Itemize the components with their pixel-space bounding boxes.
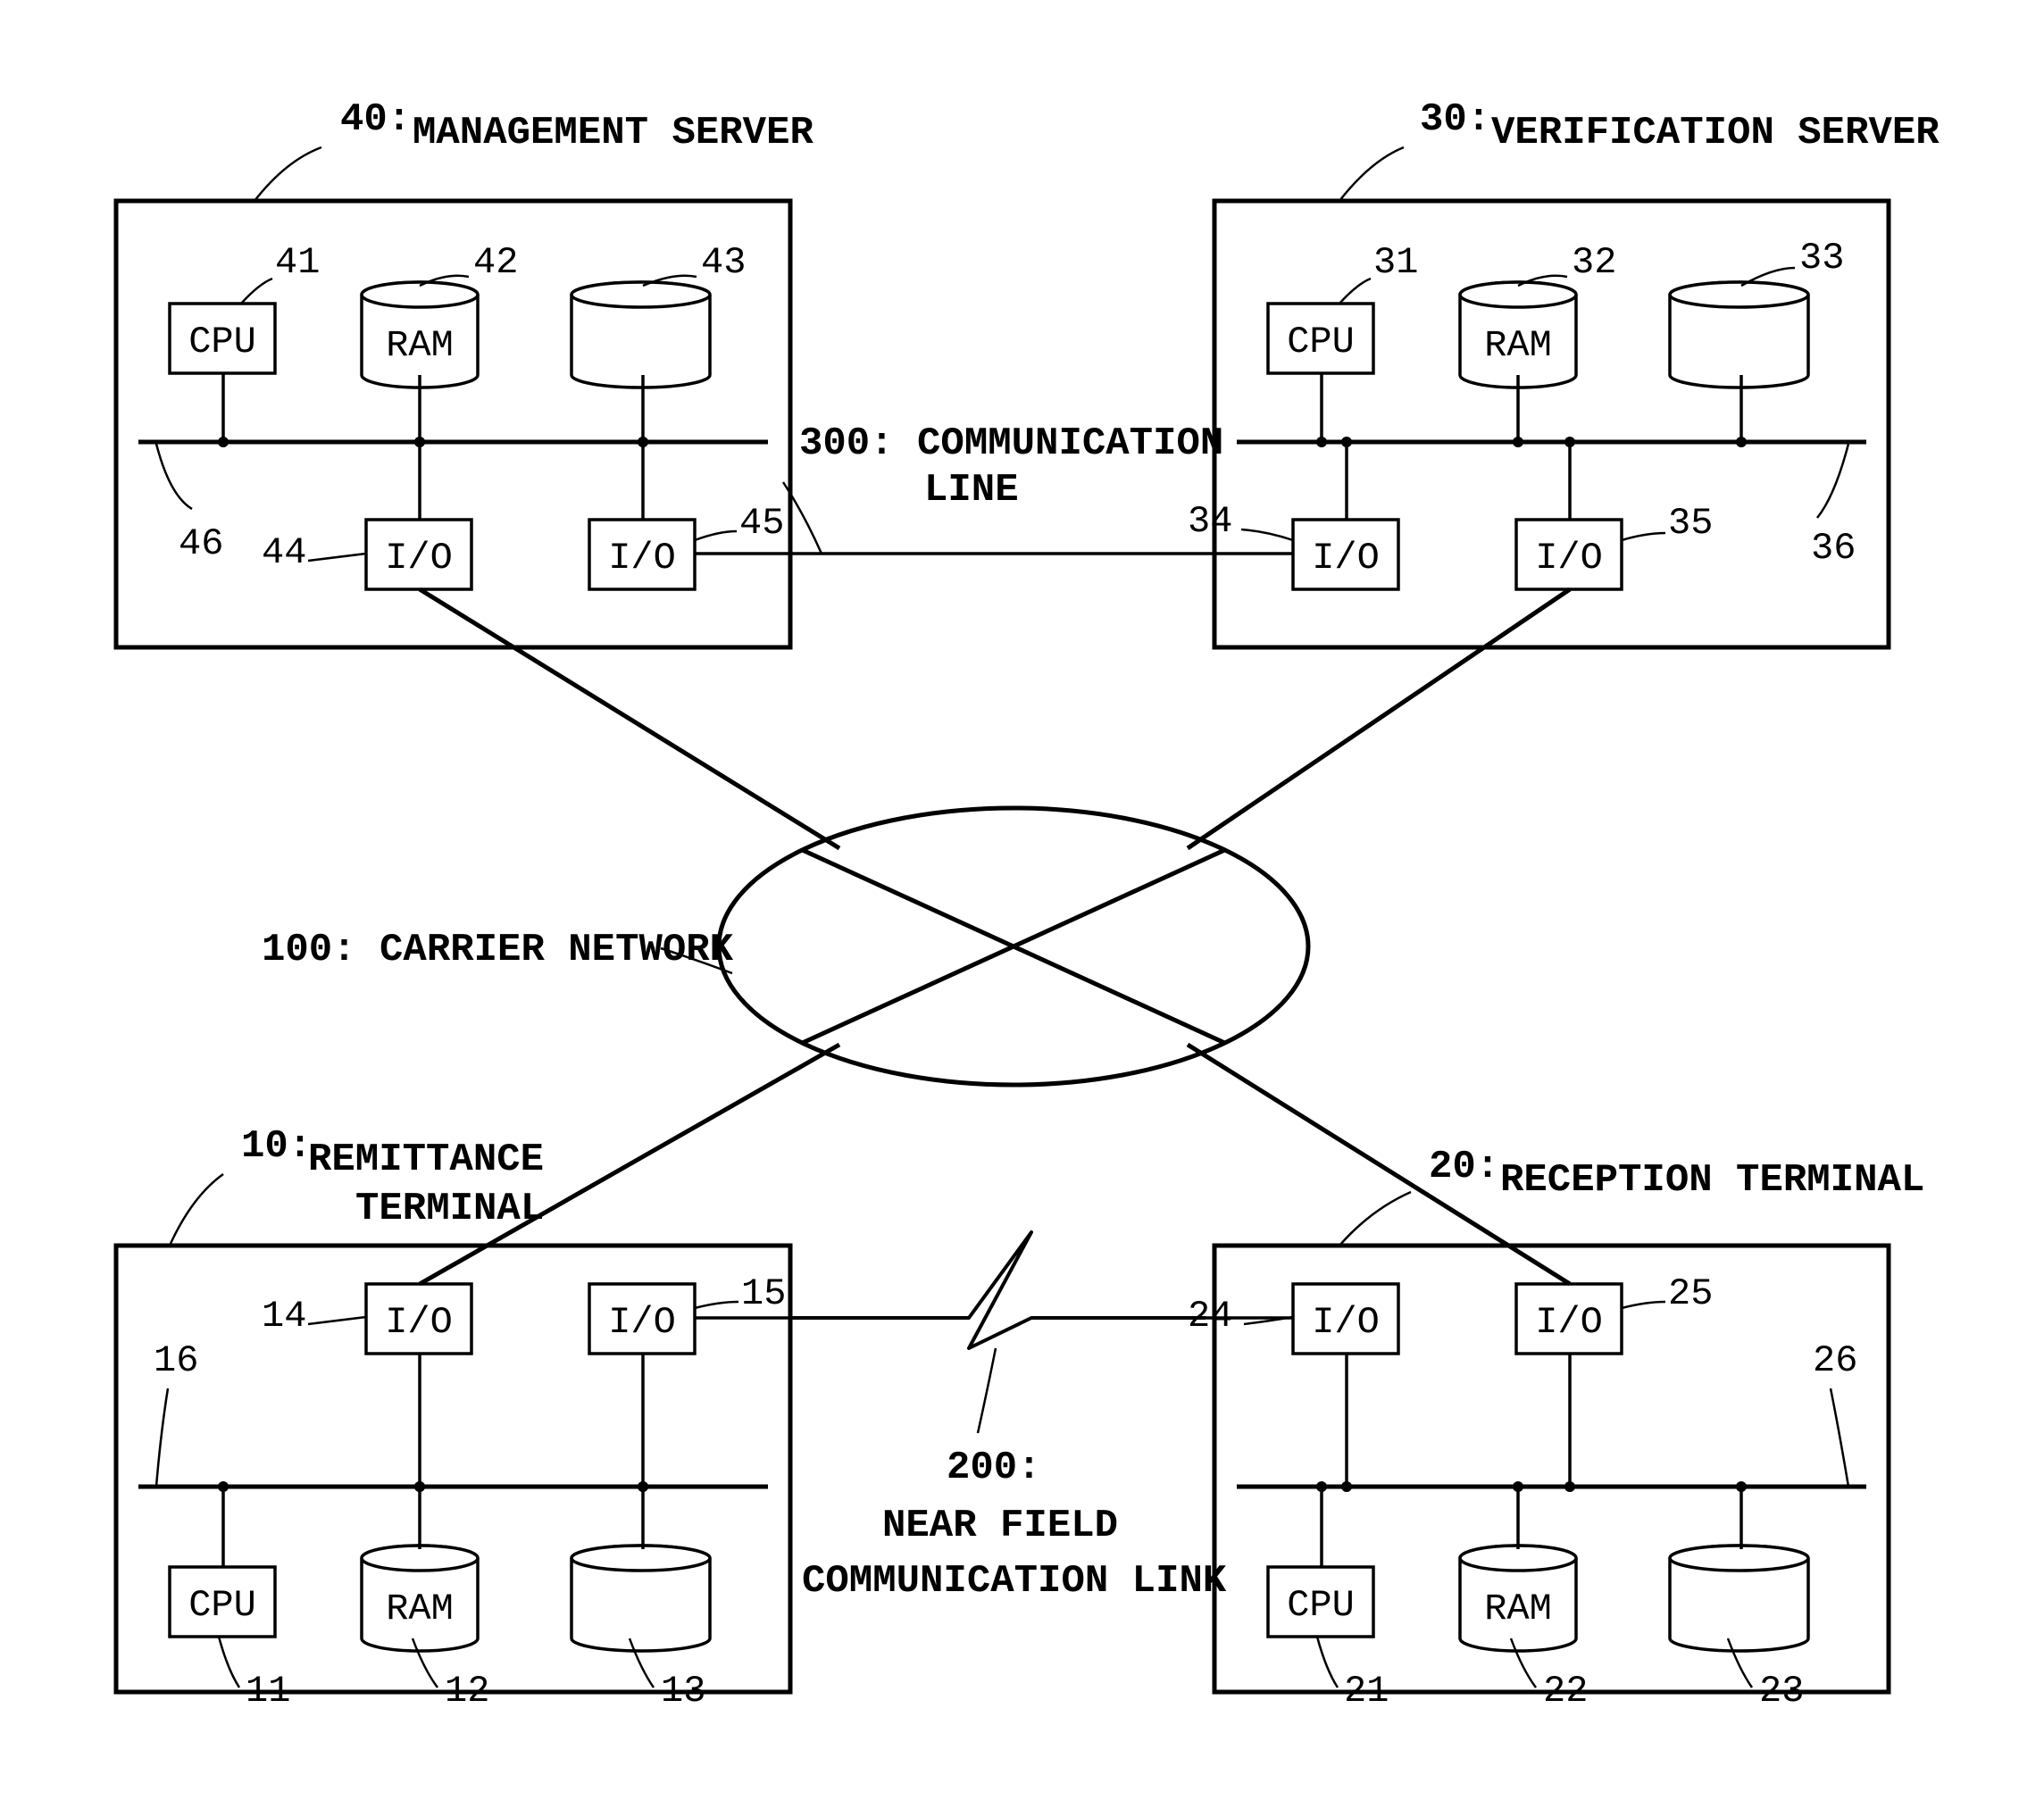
- svg-text:I/O: I/O: [1312, 537, 1380, 579]
- svg-text:I/O: I/O: [1535, 537, 1603, 579]
- svg-text:26: 26: [1813, 1339, 1857, 1382]
- svg-text:RAM: RAM: [1484, 324, 1552, 367]
- svg-text:20:: 20:: [1429, 1145, 1499, 1189]
- svg-text:TERMINAL: TERMINAL: [355, 1187, 544, 1231]
- svg-text:13: 13: [661, 1670, 705, 1713]
- svg-text:23: 23: [1759, 1670, 1804, 1713]
- svg-text:41: 41: [275, 241, 320, 284]
- svg-text:25: 25: [1668, 1272, 1713, 1315]
- svg-text:RAM: RAM: [386, 1588, 454, 1630]
- svg-text:35: 35: [1668, 502, 1713, 545]
- svg-text:200:: 200:: [947, 1446, 1041, 1490]
- svg-text:I/O: I/O: [1312, 1301, 1380, 1344]
- svg-text:NEAR FIELD: NEAR FIELD: [882, 1504, 1118, 1548]
- svg-text:300: COMMUNICATION: 300: COMMUNICATION: [799, 421, 1223, 466]
- svg-text:31: 31: [1373, 241, 1418, 284]
- svg-text:COMMUNICATION LINK: COMMUNICATION LINK: [802, 1559, 1227, 1604]
- svg-text:14: 14: [262, 1295, 306, 1338]
- svg-text:VERIFICATION SERVER: VERIFICATION SERVER: [1491, 111, 1940, 155]
- svg-text:RAM: RAM: [386, 324, 454, 367]
- svg-text:CPU: CPU: [188, 321, 256, 363]
- svg-text:30:: 30:: [1420, 97, 1490, 142]
- svg-text:36: 36: [1811, 527, 1856, 570]
- svg-text:REMITTANCE: REMITTANCE: [308, 1138, 544, 1182]
- svg-text:I/O: I/O: [1535, 1301, 1603, 1344]
- svg-text:LINE: LINE: [924, 468, 1019, 513]
- svg-text:40:: 40:: [340, 97, 411, 142]
- svg-text:44: 44: [262, 531, 306, 574]
- svg-text:RAM: RAM: [1484, 1588, 1552, 1630]
- svg-text:21: 21: [1344, 1670, 1389, 1713]
- svg-text:22: 22: [1543, 1670, 1588, 1713]
- svg-text:I/O: I/O: [608, 537, 676, 579]
- svg-text:16: 16: [154, 1339, 198, 1382]
- svg-text:CPU: CPU: [1287, 1584, 1355, 1627]
- svg-text:43: 43: [701, 241, 746, 284]
- svg-text:100: CARRIER NETWORK: 100: CARRIER NETWORK: [262, 928, 734, 972]
- svg-text:33: 33: [1799, 237, 1844, 279]
- svg-text:34: 34: [1188, 500, 1232, 543]
- svg-text:CPU: CPU: [1287, 321, 1355, 363]
- svg-text:15: 15: [741, 1272, 786, 1315]
- svg-text:I/O: I/O: [385, 537, 453, 579]
- svg-text:10:: 10:: [241, 1124, 312, 1169]
- svg-text:RECEPTION TERMINAL: RECEPTION TERMINAL: [1500, 1158, 1924, 1203]
- svg-text:CPU: CPU: [188, 1584, 256, 1627]
- svg-text:32: 32: [1572, 241, 1616, 284]
- svg-text:12: 12: [445, 1670, 489, 1713]
- svg-text:MANAGEMENT SERVER: MANAGEMENT SERVER: [413, 111, 813, 155]
- svg-text:42: 42: [473, 241, 518, 284]
- svg-text:I/O: I/O: [385, 1301, 453, 1344]
- svg-text:45: 45: [739, 502, 784, 545]
- svg-text:I/O: I/O: [608, 1301, 676, 1344]
- svg-text:46: 46: [179, 522, 223, 565]
- svg-text:11: 11: [246, 1670, 290, 1713]
